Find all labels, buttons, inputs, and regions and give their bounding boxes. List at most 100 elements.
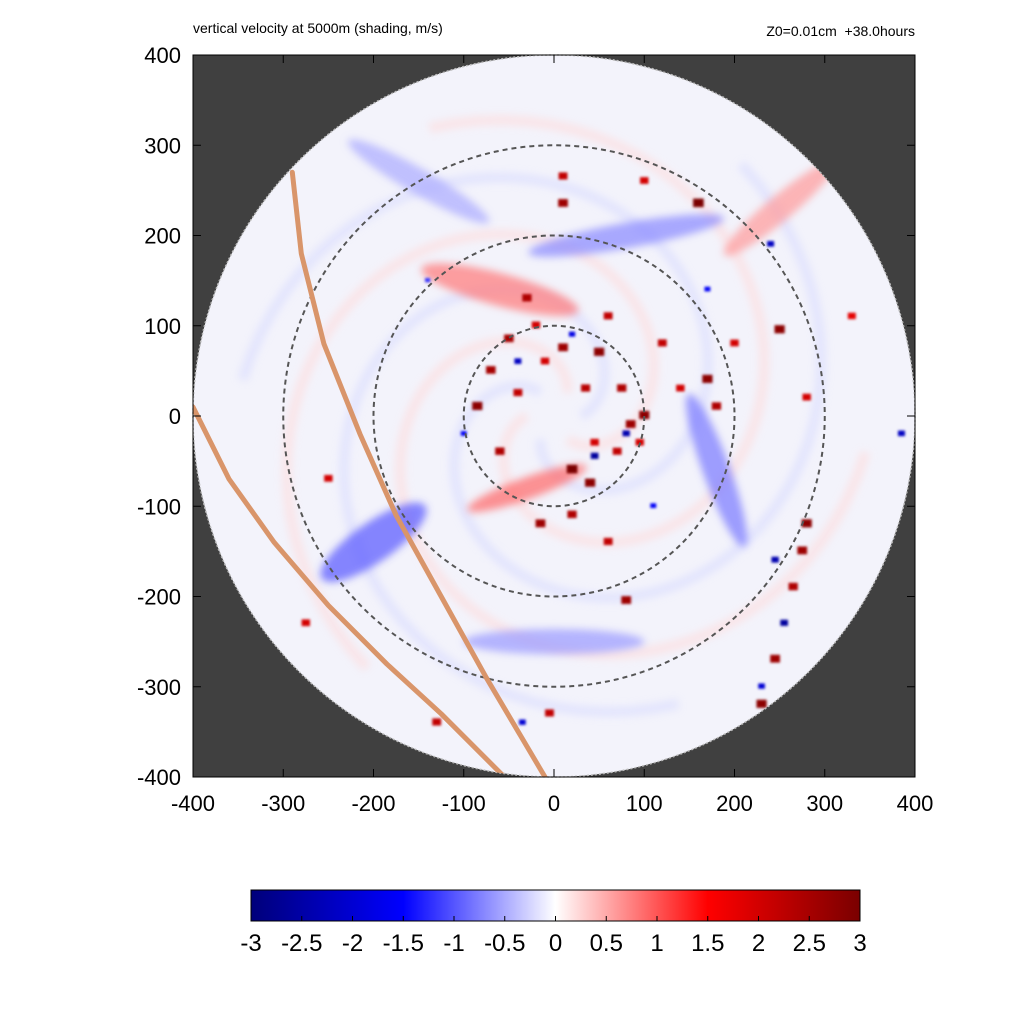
updraft-cell [702,374,713,383]
y-tick-label: -200 [137,585,181,610]
updraft-cell [581,384,591,392]
shading-band [421,263,579,316]
shading-bands [320,139,836,655]
updraft-cell [797,546,808,555]
colorbar-tick-label: 0.5 [590,930,623,957]
updraft-cell [756,699,767,708]
downdraft-cell [767,241,775,247]
swirl-band [237,172,713,496]
shading-band [685,393,748,547]
track-line [193,404,507,777]
radius-ring [282,144,826,688]
updraft-cell [590,438,599,446]
colorbar-tick-label: 2 [752,930,765,957]
updraft-cell [566,464,578,474]
storm-tracks [193,169,548,777]
colorbar-tick-label: 1.5 [691,930,724,957]
colorbar-tick-label: 0 [549,930,562,957]
y-tick-label: 400 [144,43,181,68]
downdraft-cell [519,719,526,725]
y-tick-label: -400 [137,765,181,790]
updraft-cell [540,357,550,365]
downdraft-cell [568,331,576,337]
updraft-cell [711,402,722,410]
updraft-cell [693,198,704,208]
downdraft-cell [460,431,467,436]
downdraft-cell [897,430,905,437]
updraft-cell [639,410,650,420]
downdraft-cell [771,556,779,563]
convective-cells [301,172,905,726]
x-tick-label: -200 [351,791,395,816]
swirl-band [449,161,827,603]
updraft-cell [802,393,811,401]
updraft-cell [847,312,856,320]
x-tick-label: -100 [442,791,486,816]
y-tick-label: 300 [144,133,181,158]
updraft-cell [657,339,667,347]
downdraft-cell [622,430,630,437]
updraft-cell [522,294,532,302]
downdraft-cell [758,683,765,689]
updraft-cell [617,384,627,392]
y-tick-label: 0 [169,404,181,429]
updraft-cell [621,596,632,604]
updraft-cell [567,510,577,519]
axes: -400 -300 -200 -100 0 100 200 300 400 400 300 200 10… [137,43,933,816]
y-tick-label: 100 [144,314,181,339]
x-tick-label: 200 [716,791,753,816]
colorbar-tick-label: -1 [443,930,464,957]
shading-band [467,464,587,513]
updraft-cell [594,347,605,356]
updraft-cell [558,343,568,352]
downdraft-cell [514,358,522,364]
updraft-cell [535,519,546,528]
updraft-cell [486,366,496,374]
x-tick-label: 300 [806,791,843,816]
colorbar-tick-label: 2.5 [793,930,826,957]
updraft-cell [495,447,505,455]
updraft-cell [513,389,523,397]
x-tick-label: 400 [897,791,934,816]
y-tick-label: 200 [144,224,181,249]
shading-band [528,214,724,257]
y-tick-label: -100 [137,494,181,519]
shading-band [347,139,490,224]
colorbar-tick-label: 1 [650,930,663,957]
colorbar-tick-label: -2.5 [281,930,322,957]
colorbar: -3 -2.5 -2 -1.5 -1 -0.5 0 0.5 1 1.5 2 2.5 3 [240,889,867,957]
updraft-cell [625,420,636,428]
downdraft-cell [590,452,599,459]
updraft-cell [545,709,554,717]
chart-title: vertical velocity at 5000m (shading, m/s… [193,20,443,36]
updraft-cell [640,177,649,184]
y-tick-label: -300 [137,675,181,700]
updraft-cell [558,199,568,207]
updraft-cell [301,619,311,627]
radius-ring [372,234,736,598]
updraft-cell [558,172,568,180]
downdraft-cell [704,286,711,292]
x-tick-label: 100 [626,791,663,816]
updraft-cell [612,447,622,455]
colorbar-tick-label: -0.5 [484,930,525,957]
colorbar-ramp [250,889,861,922]
updraft-cell [585,478,596,487]
updraft-cell [770,654,780,663]
updraft-cell [730,339,739,347]
updraft-cell [531,321,541,329]
updraft-cell [432,718,442,726]
updraft-cell [504,334,514,343]
updraft-cell [801,519,812,528]
downdraft-cell [425,278,431,283]
swirl-band [395,336,871,660]
x-tick-label: -300 [261,791,305,816]
colorbar-tick-label: -1.5 [383,930,424,957]
domain-disk [193,55,915,777]
run-info: Z0=0.01cm +38.0hours [766,23,915,39]
updraft-cell [788,582,798,591]
velocity-field [193,55,915,777]
downdraft-cell [650,503,657,509]
x-tick-label: -400 [171,791,215,816]
